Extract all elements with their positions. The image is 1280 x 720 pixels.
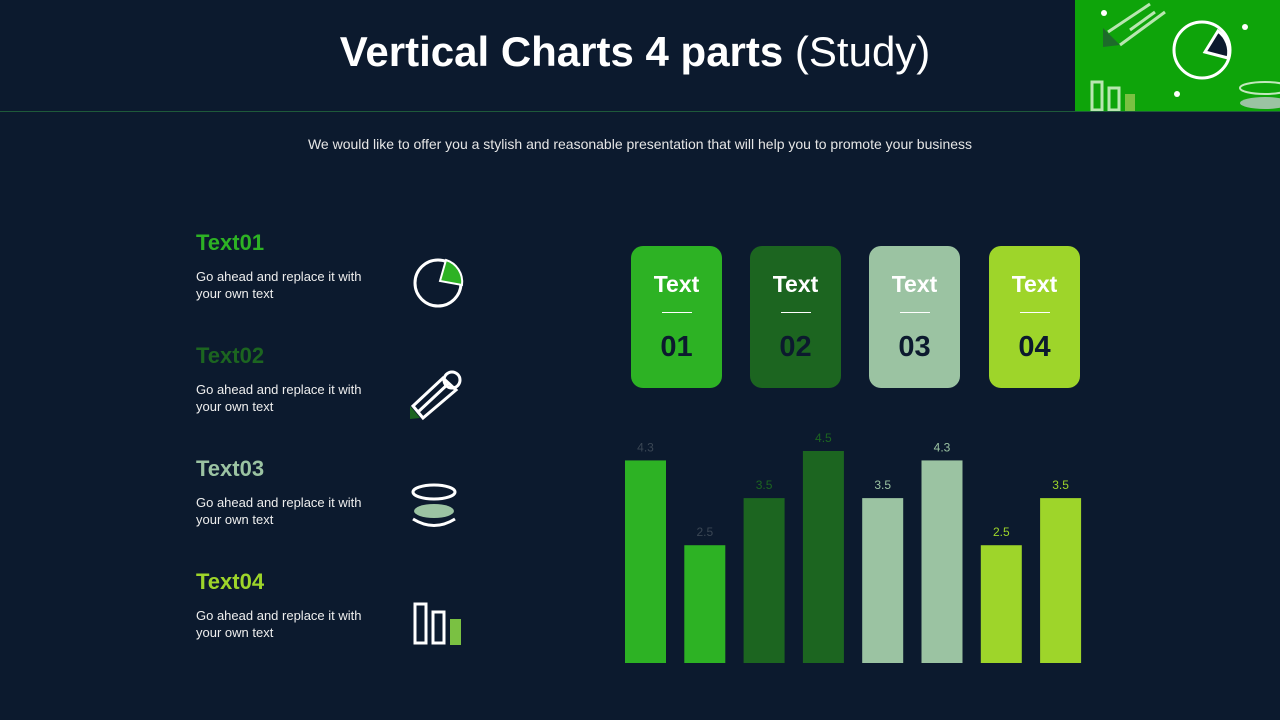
subtitle: We would like to offer you a stylish and… [307,136,973,152]
title-light: (Study) [794,28,931,75]
data-label-4: 4.5 [815,431,832,445]
card-label: Text [653,271,700,297]
bar-6 [921,460,963,663]
card-label: Text [772,271,819,297]
data-label-8: 3.5 [1052,478,1069,492]
title-bold: Vertical Charts 4 parts [339,28,784,75]
legend-item-1: Text01 Go ahead and replace it with your … [196,230,376,302]
header-divider [0,111,1280,112]
bar-7 [980,545,1022,663]
bar-8 [1040,498,1082,663]
bar-4 [802,451,844,663]
card-04: Text 04 [989,246,1080,388]
bar-2 [684,545,726,663]
pencil-icon [410,370,462,421]
database-icon [411,483,457,527]
bar-5 [862,498,904,663]
item-title: Text01 [196,230,265,255]
data-label-3: 3.5 [756,478,773,492]
data-label-5: 3.5 [874,478,891,492]
card-label: Text [1011,271,1058,297]
bar-1 [625,460,666,663]
pie-chart-icon [413,258,464,308]
data-label-2: 2.5 [696,525,713,539]
data-label-6: 4.3 [934,440,951,454]
decor-icons [1090,2,1280,111]
card-number: 04 [1018,331,1051,363]
item-desc: Go ahead and replace it with your own te… [196,382,362,414]
item-desc: Go ahead and replace it with your own te… [196,608,362,640]
item-title: Text04 [196,569,265,594]
data-label-7: 2.5 [993,525,1010,539]
legend-item-2: Text02 Go ahead and replace it with your … [196,343,376,415]
page-title: Vertical Charts 4 parts (Study) [0,28,1270,76]
bar-chart-icon [413,602,461,645]
legend-item-3: Text03 Go ahead and replace it with your … [196,456,376,528]
item-title: Text02 [196,343,265,368]
decorative-illustration [1075,0,1280,111]
bar-3 [743,498,785,663]
legend-item-4: Text04 Go ahead and replace it with your … [196,569,376,641]
card-label: Text [891,271,938,297]
card-01: Text 01 [631,246,722,388]
card-03: Text 03 [869,246,960,388]
card-02: Text 02 [750,246,841,388]
data-label-1: 4.3 [637,440,654,454]
card-number: 02 [779,331,812,363]
item-desc: Go ahead and replace it with your own te… [196,495,362,527]
card-number: 01 [660,331,693,363]
card-number: 03 [898,331,931,363]
item-desc: Go ahead and replace it with your own te… [196,269,362,301]
item-title: Text03 [196,456,265,481]
